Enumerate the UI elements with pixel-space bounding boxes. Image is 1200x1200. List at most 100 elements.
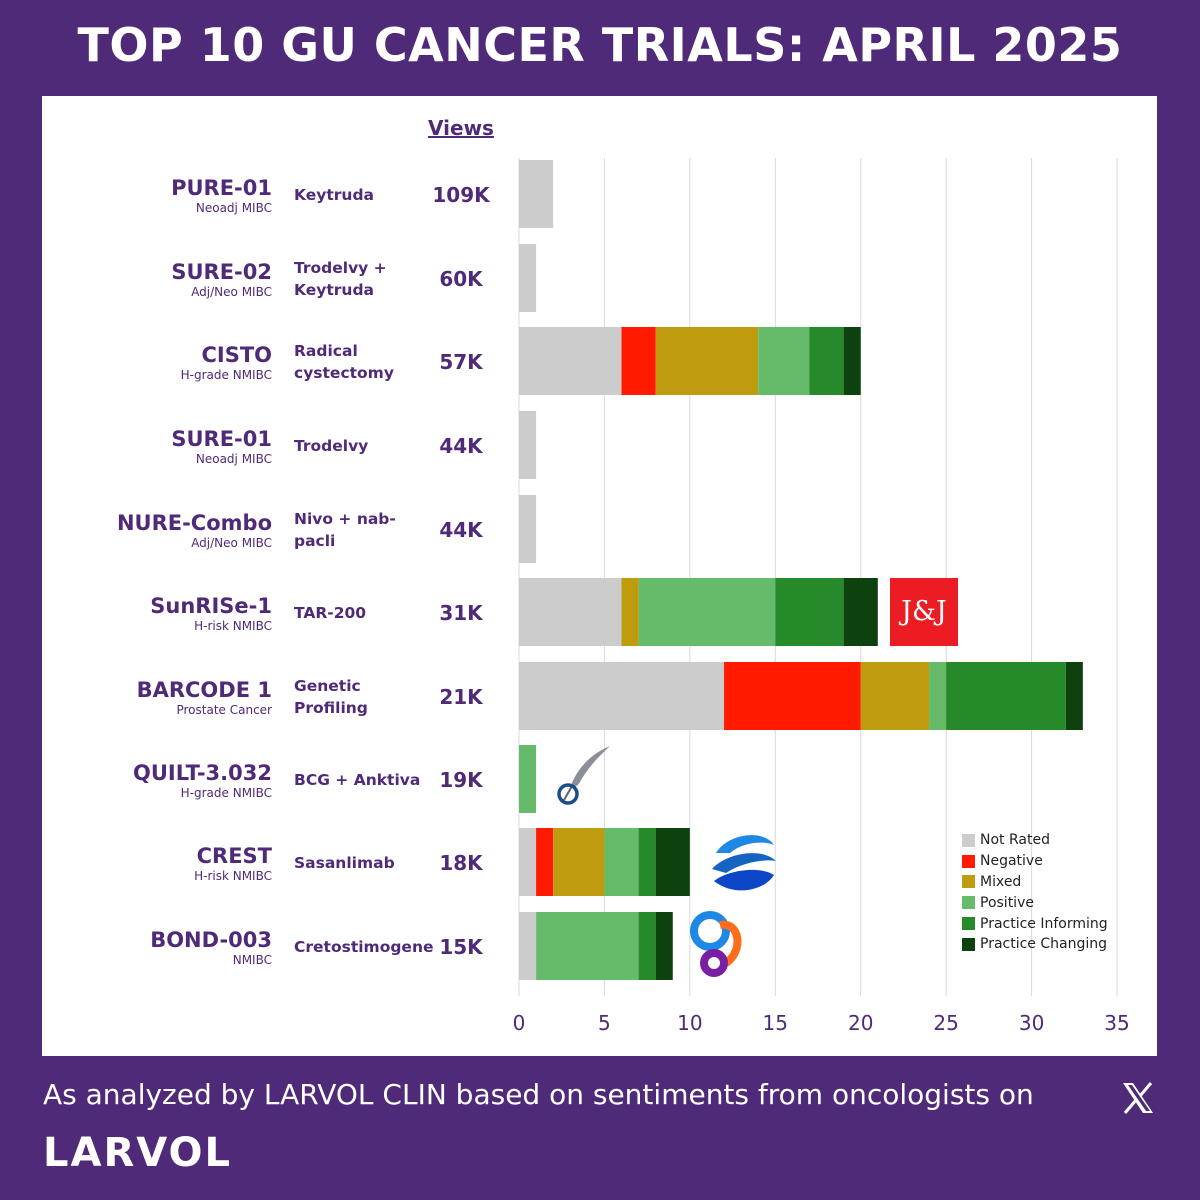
trial-name: QUILT-3.032 [132, 761, 272, 785]
legend-label: Practice Changing [980, 936, 1108, 953]
x-tick-label: 30 [1019, 1011, 1044, 1035]
bar-segment [638, 578, 776, 646]
table-row: NURE-Combo Adj/Neo MIBC Nivo + nab-pacli 44… [42, 495, 512, 565]
views-count: 44K [439, 518, 483, 542]
legend-label: Practice Informing [980, 915, 1108, 932]
views-count: 31K [439, 601, 483, 625]
bar-segment [655, 828, 690, 896]
table-row: CREST H-risk NMIBC Sasanlimab 18K [42, 828, 512, 898]
swirl-logo-icon [712, 835, 776, 891]
legend-item: Positive [962, 892, 1108, 913]
bar-segment [655, 912, 673, 980]
legend-swatch [962, 854, 975, 868]
drug-name: Sasanlimab [294, 854, 395, 872]
x-tick-label: 25 [933, 1011, 958, 1035]
bar-segment [638, 912, 656, 980]
bar-segment [946, 662, 1066, 730]
bar-segment [724, 662, 861, 730]
trial-name: PURE-01 [171, 176, 272, 200]
legend-item: Mixed [962, 872, 1108, 893]
bar-segment [621, 327, 656, 395]
chart-panel: Views PURE-01 Neoadj MIBC Keytruda 109K SURE… [42, 96, 1157, 1056]
legend-swatch [962, 896, 975, 910]
drug-name: Genetic Profiling [294, 677, 368, 717]
trial-name: BOND-003 [150, 928, 272, 952]
bar-segment [758, 327, 810, 395]
trial-name: SunRISe-1 [150, 594, 272, 618]
x-tick-label: 35 [1104, 1011, 1129, 1035]
views-count: 57K [439, 350, 483, 374]
page-title: TOP 10 GU CANCER TRIALS: APRIL 2025 [77, 18, 1123, 72]
table-row: BARCODE 1 Prostate Cancer Genetic Profilin… [42, 662, 512, 732]
bar-segment [638, 828, 656, 896]
table-row: SURE-02 Adj/Neo MIBC Trodelvy + Keytruda 60… [42, 244, 512, 314]
bar-segment [536, 912, 639, 980]
bar-segment [843, 578, 878, 646]
bar-segment [519, 578, 622, 646]
views-count: 60K [439, 267, 483, 291]
jnj-logo: J&J [890, 578, 958, 646]
trial-setting: Neoadj MIBC [195, 452, 272, 466]
trial-label: SunRISe-1 H-risk NMIBC [32, 593, 272, 633]
table-row: SunRISe-1 H-risk NMIBC TAR-200 31K [42, 578, 512, 648]
bar-segment [1065, 662, 1083, 730]
footer-caption: As analyzed by LARVOL CLIN based on sent… [43, 1078, 1034, 1111]
trial-setting: NMIBC [232, 953, 272, 967]
views-count: 44K [439, 434, 483, 458]
bar-segment [519, 327, 622, 395]
trial-label: CREST H-risk NMIBC [32, 843, 272, 883]
x-tick-label: 10 [677, 1011, 702, 1035]
feather-logo-icon [557, 746, 610, 805]
bar-segment [860, 662, 930, 730]
trial-setting: H-risk NMIBC [194, 619, 272, 633]
trial-label: SURE-01 Neoadj MIBC [32, 426, 272, 466]
bar-segment [519, 244, 537, 312]
legend-item: Not Rated [962, 830, 1108, 851]
legend-item: Negative [962, 851, 1108, 872]
x-icon [1123, 1082, 1153, 1114]
bar-segment [519, 828, 537, 896]
trial-label: PURE-01 Neoadj MIBC [32, 175, 272, 215]
trial-label: SURE-02 Adj/Neo MIBC [32, 259, 272, 299]
views-column-header: Views [428, 116, 494, 140]
trial-name: SURE-02 [171, 260, 272, 284]
legend-swatch [962, 917, 975, 931]
table-row: PURE-01 Neoadj MIBC Keytruda 109K [42, 160, 512, 230]
x-tick-label: 20 [848, 1011, 873, 1035]
table-row: SURE-01 Neoadj MIBC Trodelvy 44K [42, 411, 512, 481]
cg-logo-icon [690, 911, 742, 977]
trial-setting: H-grade NMIBC [180, 368, 272, 382]
legend-label: Mixed [980, 873, 1022, 890]
drug-name: Radical cystectomy [294, 342, 394, 382]
bar-segment [536, 828, 554, 896]
bar-segment [809, 327, 844, 395]
legend-label: Not Rated [980, 832, 1050, 849]
bar-segment [929, 662, 947, 730]
views-count: 109K [432, 183, 490, 207]
drug-name: Trodelvy [294, 437, 369, 455]
legend-item: Practice Changing [962, 934, 1108, 955]
drug-name: BCG + Anktiva [294, 771, 421, 789]
trial-name: BARCODE 1 [136, 678, 272, 702]
trial-label: QUILT-3.032 H-grade NMIBC [32, 760, 272, 800]
x-tick-label: 0 [513, 1011, 526, 1035]
legend-label: Negative [980, 853, 1043, 870]
views-count: 18K [439, 851, 483, 875]
drug-name: Nivo + nab-pacli [294, 510, 396, 550]
bar-segment [775, 578, 844, 646]
bar-segment [843, 327, 861, 395]
table-row: QUILT-3.032 H-grade NMIBC BCG + Anktiva 19K [42, 745, 512, 815]
trial-label: BOND-003 NMIBC [32, 927, 272, 967]
table-row: BOND-003 NMIBC Cretostimogene 15K [42, 912, 512, 982]
views-count: 21K [439, 685, 483, 709]
legend-swatch [962, 875, 975, 889]
drug-name: Keytruda [294, 186, 374, 204]
bar-segment [604, 828, 639, 896]
bar-segment [519, 912, 537, 980]
trial-label: BARCODE 1 Prostate Cancer [32, 677, 272, 717]
trial-setting: H-risk NMIBC [194, 869, 272, 883]
chart-legend: Not Rated Negative Mixed Positive Practice I… [962, 830, 1108, 955]
bar-segment [655, 327, 759, 395]
bar-segment [519, 495, 537, 563]
views-count: 19K [439, 768, 483, 792]
